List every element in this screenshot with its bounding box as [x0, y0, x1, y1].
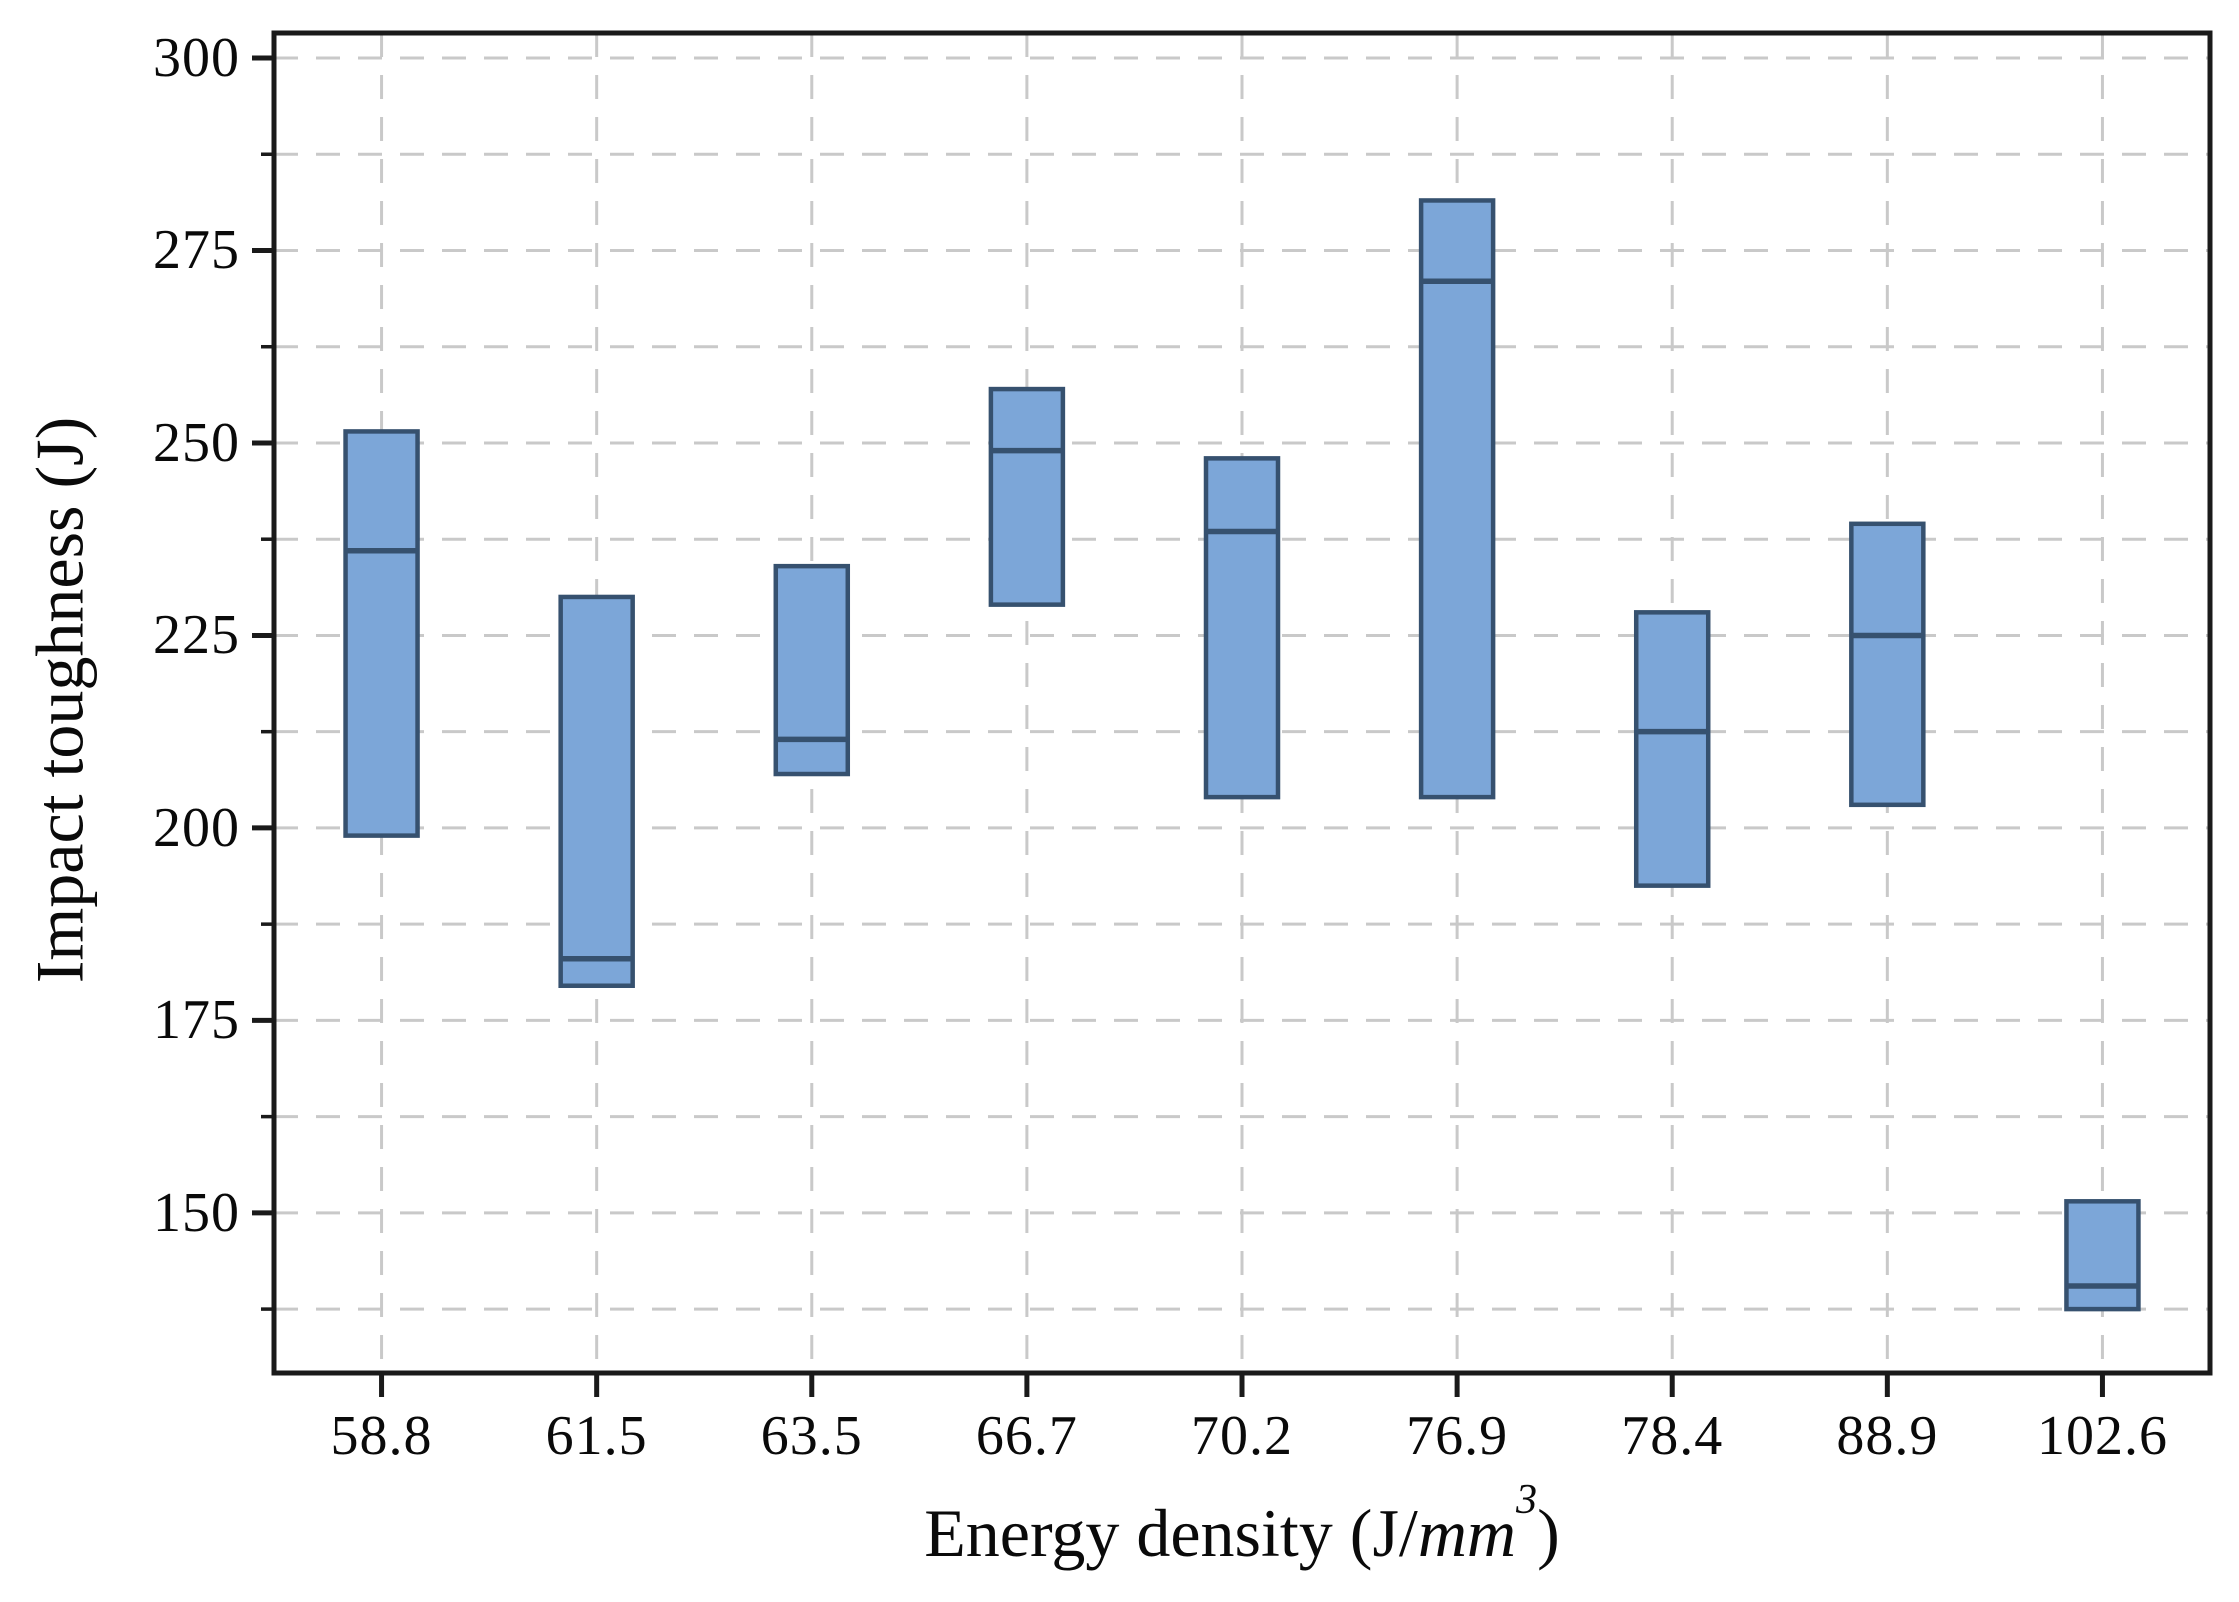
box-66.7	[988, 386, 1066, 607]
x-tick-label-102.6: 102.6	[2036, 1405, 2168, 1467]
box-70.2	[1203, 456, 1281, 800]
box-102.6	[2064, 1199, 2141, 1312]
x-axis-title: Energy density (J/mm3)	[274, 1476, 2210, 1573]
box-78.4	[1633, 610, 1711, 888]
y-tick-label-200: 200	[153, 796, 240, 859]
x-tick-label-58.8: 58.8	[330, 1405, 433, 1467]
y-axis-title: Impact toughness (J)	[21, 416, 98, 984]
x-tick-label-88.9: 88.9	[1836, 1405, 1939, 1467]
x-tick-label-70.2: 70.2	[1191, 1405, 1293, 1467]
y-tick-label-300: 300	[153, 27, 240, 90]
y-tick-label-175: 175	[153, 989, 240, 1052]
x-axis-title-italic: mm	[1417, 1495, 1517, 1571]
box-61.5	[558, 594, 635, 988]
box-76.9	[1418, 198, 1496, 800]
y-tick-label-275: 275	[153, 219, 240, 282]
x-axis-title-prefix: Energy density (J/	[924, 1495, 1418, 1571]
x-tick-label-78.4: 78.4	[1621, 1405, 1724, 1467]
y-tick-label-250: 250	[153, 411, 240, 474]
y-tick-label-150: 150	[153, 1181, 240, 1244]
box-63.5	[773, 563, 851, 777]
x-tick-label-76.9: 76.9	[1406, 1405, 1509, 1467]
x-tick-label-66.7: 66.7	[975, 1405, 1078, 1467]
x-tick-label-61.5: 61.5	[545, 1405, 648, 1467]
x-tick-label-63.5: 63.5	[760, 1405, 863, 1467]
y-tick-label-225: 225	[153, 604, 240, 667]
x-axis-title-suffix: )	[1537, 1495, 1560, 1571]
box-88.9	[1849, 521, 1926, 808]
box-58.8	[343, 429, 420, 838]
x-axis-title-superscript: 3	[1516, 1476, 1538, 1524]
